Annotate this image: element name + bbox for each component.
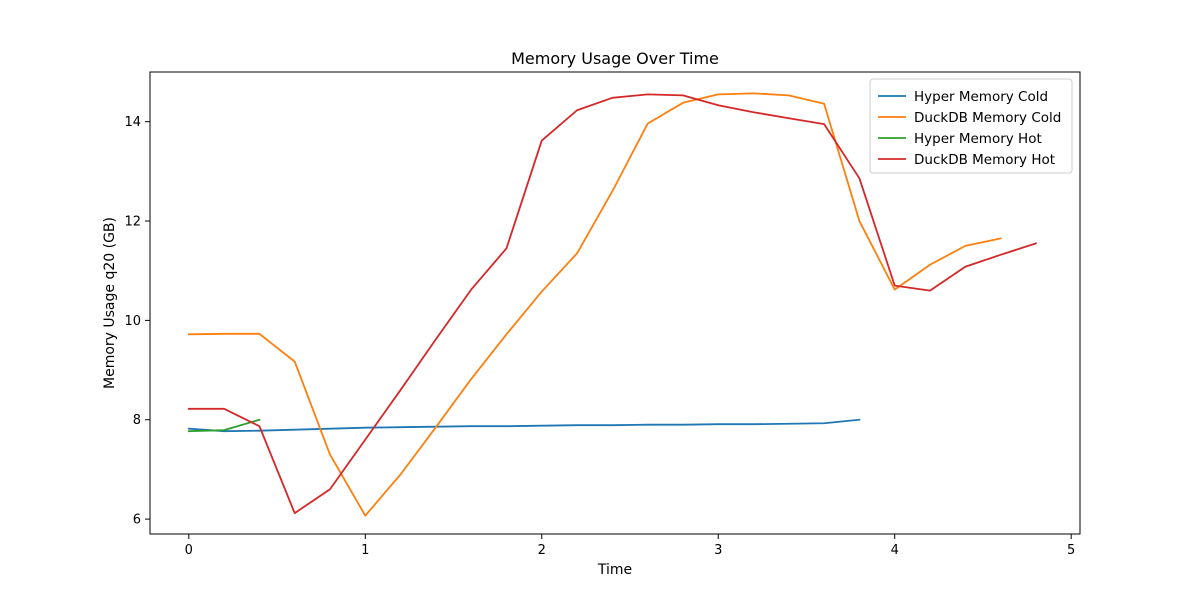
legend: Hyper Memory Cold DuckDB Memory Cold Hyper… (869, 78, 1073, 174)
plot-area-frame (149, 71, 1081, 535)
x-axis-label: Time (597, 562, 632, 578)
x-tick-label: 2 (538, 543, 546, 558)
series-line (187, 92, 1002, 517)
y-tick-label: 10 (124, 314, 141, 329)
series-line (187, 418, 261, 433)
y-tick-label: 8 (133, 413, 141, 428)
x-axis: 0 1 2 3 4 5 (185, 534, 1075, 558)
x-tick-label: 5 (1067, 543, 1075, 558)
legend-label: Hyper Memory Hot (914, 131, 1042, 147)
x-tick-label: 1 (361, 543, 369, 558)
chart-title: Memory Usage Over Time (511, 49, 719, 68)
y-tick-label: 6 (133, 513, 141, 528)
x-tick-label: 4 (891, 543, 899, 558)
y-axis: 6 8 10 12 14 (124, 115, 150, 528)
legend-box (869, 78, 1073, 174)
legend-label: DuckDB Memory Hot (914, 152, 1055, 168)
y-tick-label: 12 (124, 215, 141, 230)
y-tick-label: 14 (124, 115, 141, 130)
legend-label: Hyper Memory Cold (914, 89, 1048, 105)
x-tick-label: 3 (714, 543, 722, 558)
plot-lines (187, 92, 1038, 517)
x-tick-label: 0 (185, 543, 193, 558)
series-line (187, 93, 1038, 515)
series-line (187, 418, 861, 433)
legend-label: DuckDB Memory Cold (914, 110, 1061, 126)
y-axis-label: Memory Usage q20 (GB) (102, 217, 118, 389)
